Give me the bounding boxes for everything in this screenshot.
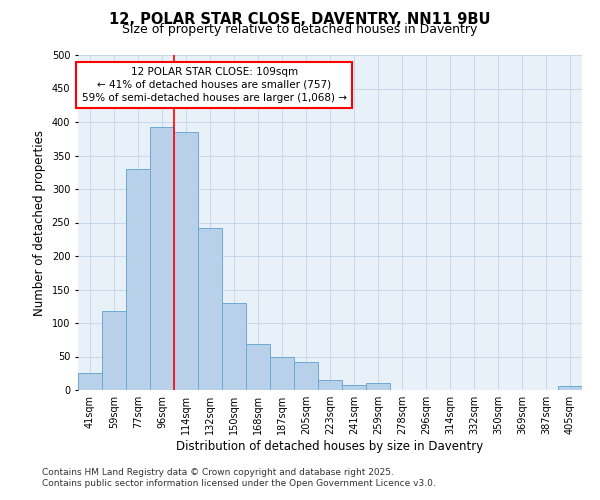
Bar — [126, 169, 150, 390]
Bar — [246, 344, 270, 390]
Bar — [318, 380, 342, 390]
Bar — [78, 373, 102, 390]
Text: 12 POLAR STAR CLOSE: 109sqm
← 41% of detached houses are smaller (757)
59% of se: 12 POLAR STAR CLOSE: 109sqm ← 41% of det… — [82, 66, 347, 103]
X-axis label: Distribution of detached houses by size in Daventry: Distribution of detached houses by size … — [176, 440, 484, 453]
Bar — [558, 386, 582, 390]
Bar — [342, 384, 366, 390]
Text: Size of property relative to detached houses in Daventry: Size of property relative to detached ho… — [122, 22, 478, 36]
Bar — [198, 228, 222, 390]
Bar — [174, 132, 198, 390]
Bar — [294, 362, 318, 390]
Bar — [102, 311, 126, 390]
Bar — [222, 303, 246, 390]
Text: Contains HM Land Registry data © Crown copyright and database right 2025.
Contai: Contains HM Land Registry data © Crown c… — [42, 468, 436, 487]
Bar — [270, 356, 294, 390]
Bar — [366, 384, 390, 390]
Text: 12, POLAR STAR CLOSE, DAVENTRY, NN11 9BU: 12, POLAR STAR CLOSE, DAVENTRY, NN11 9BU — [109, 12, 491, 28]
Bar — [150, 126, 174, 390]
Y-axis label: Number of detached properties: Number of detached properties — [33, 130, 46, 316]
